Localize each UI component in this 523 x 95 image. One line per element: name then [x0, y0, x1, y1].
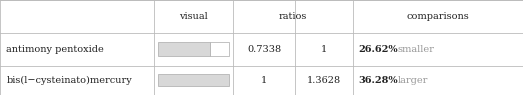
Text: 1.3628: 1.3628 — [307, 76, 342, 85]
Text: 1: 1 — [321, 45, 327, 54]
Bar — [158, 74, 229, 86]
Text: antimony pentoxide: antimony pentoxide — [6, 45, 104, 54]
Text: 1: 1 — [261, 76, 267, 85]
Text: 0.7338: 0.7338 — [247, 45, 281, 54]
Text: larger: larger — [397, 76, 428, 85]
Text: comparisons: comparisons — [407, 12, 469, 21]
Text: 36.28%: 36.28% — [358, 76, 398, 85]
Bar — [210, 42, 229, 56]
Text: ratios: ratios — [279, 12, 307, 21]
Text: 26.62%: 26.62% — [358, 45, 398, 54]
Bar — [158, 42, 210, 56]
Text: visual: visual — [179, 12, 208, 21]
Text: smaller: smaller — [397, 45, 435, 54]
Text: bis(l−cysteinato)mercury: bis(l−cysteinato)mercury — [6, 76, 132, 85]
